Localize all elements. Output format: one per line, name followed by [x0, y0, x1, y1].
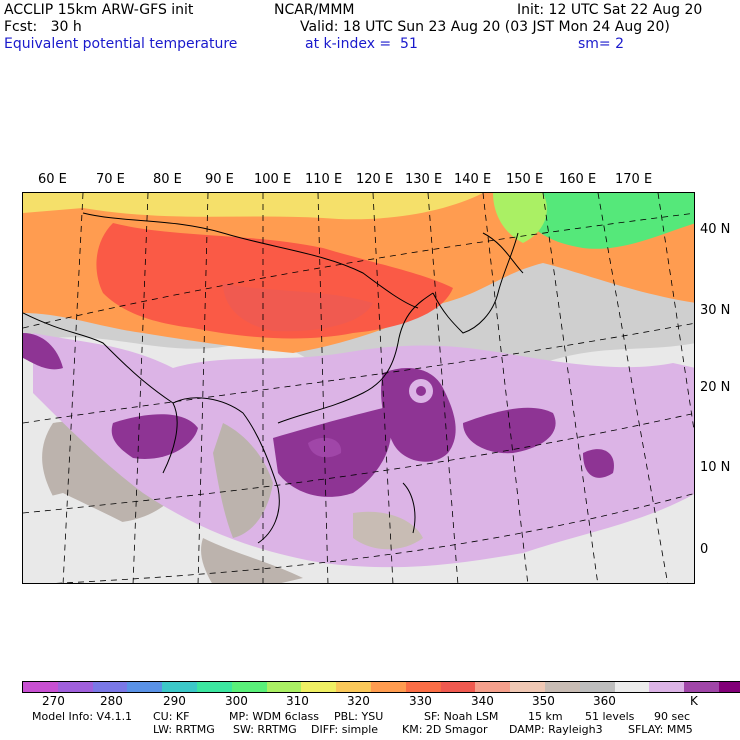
valid-time: Valid: 18 UTC Sun 23 Aug 20 (03 JST Mon … [300, 19, 670, 35]
theta-e-map [22, 192, 695, 584]
model-info: Model Info: V4.1.1 [32, 710, 133, 723]
microphysics-scheme: MP: WDM 6class [229, 710, 319, 723]
colorbar-swatch [510, 682, 545, 692]
lat-label: 40 N [700, 222, 731, 237]
lon-label: 60 E [38, 172, 67, 187]
region-background [23, 493, 183, 583]
region-far-east-siberia [493, 193, 547, 243]
eddy-coefficient: KM: 2D Smagor [402, 723, 488, 736]
region-far-east-siberia [523, 193, 694, 249]
lon-label: 120 E [356, 172, 394, 187]
init-time: Init: 12 UTC Sat 22 Aug 20 [517, 2, 703, 18]
damping-option: DAMP: Rayleigh3 [509, 723, 603, 736]
diffusion-option: DIFF: simple [311, 723, 379, 736]
lon-label: 130 E [405, 172, 443, 187]
typhoon-eye [416, 386, 426, 396]
lat-label: 10 N [700, 460, 731, 475]
land-borneo [353, 511, 423, 550]
colorbar-swatch [266, 682, 302, 692]
colorbar-swatch [57, 682, 93, 692]
lon-label: 100 E [254, 172, 292, 187]
agency-label: NCAR/MMM [274, 2, 355, 18]
smoothing-label: sm= 2 [578, 36, 625, 52]
colorbar-swatch [405, 682, 441, 692]
colorbar-swatch [475, 682, 511, 692]
colorbar-swatch [718, 682, 740, 692]
vertical-levels: 51 levels [585, 710, 635, 723]
colorbar-tick: 300 [225, 694, 248, 708]
colorbar-tick: 340 [471, 694, 494, 708]
lon-label: 110 E [305, 172, 343, 187]
colorbar-swatch [684, 682, 719, 692]
colorbar-swatch [370, 682, 406, 692]
level-label: at k-index = 51 [305, 36, 418, 52]
colorbar-swatch [579, 682, 615, 692]
grid-spacing: 15 km [528, 710, 563, 723]
colorbar-tick: 360 [593, 694, 616, 708]
colorbar [22, 681, 740, 693]
colorbar-swatch [196, 682, 232, 692]
forecast-hour: Fcst: 30 h [4, 19, 82, 35]
map-canvas [23, 193, 694, 583]
surface-layer: SFLAY: MM5 [628, 723, 693, 736]
colorbar-tick: 290 [163, 694, 186, 708]
lon-label: 90 E [205, 172, 234, 187]
pbl-scheme: PBL: YSU [334, 710, 384, 723]
lon-label: 160 E [559, 172, 597, 187]
colorbar-tick: 310 [286, 694, 309, 708]
time-step: 90 sec [654, 710, 691, 723]
region-typhoon [463, 407, 556, 454]
cumulus-scheme: CU: KF [153, 710, 190, 723]
region-typhoon [111, 414, 198, 459]
colorbar-swatch [614, 682, 650, 692]
region-typhoon [23, 333, 63, 370]
shortwave-scheme: SW: RRTMG [233, 723, 297, 736]
lon-label: 70 E [96, 172, 125, 187]
coastlines [23, 212, 524, 544]
colorbar-swatch [440, 682, 476, 692]
region-typhoon [583, 449, 614, 478]
colorbar-tick: 330 [409, 694, 432, 708]
lon-label: 170 E [615, 172, 653, 187]
land-indochina [213, 423, 273, 538]
field-name: Equivalent potential temperature [4, 36, 238, 52]
colorbar-swatch [649, 682, 685, 692]
lon-label: 150 E [506, 172, 544, 187]
colorbar-swatch [231, 682, 267, 692]
colorbar-swatch [23, 682, 58, 692]
region-north-china [223, 283, 373, 332]
colorbar-swatch [162, 682, 197, 692]
run-title: ACCLIP 15km ARW-GFS init [4, 2, 194, 18]
colorbar-swatch [544, 682, 580, 692]
region-high-latitude [23, 193, 483, 220]
surface-scheme: SF: Noah LSM [424, 710, 499, 723]
lon-label: 80 E [153, 172, 182, 187]
colorbar-swatch [336, 682, 371, 692]
colorbar-swatch [92, 682, 128, 692]
lat-label: 0 [700, 542, 709, 557]
lat-label: 20 N [700, 380, 731, 395]
colorbar-tick: 350 [532, 694, 555, 708]
colorbar-swatch [301, 682, 337, 692]
colorbar-tick: 280 [100, 694, 123, 708]
lon-label: 140 E [454, 172, 492, 187]
colorbar-unit: K [690, 694, 698, 708]
longwave-scheme: LW: RRTMG [153, 723, 215, 736]
region-typhoon [381, 368, 456, 462]
colorbar-swatch [127, 682, 163, 692]
graticule [23, 193, 694, 583]
colorbar-tick: 320 [347, 694, 370, 708]
colorbar-tick: 270 [42, 694, 65, 708]
lat-label: 30 N [700, 303, 731, 318]
